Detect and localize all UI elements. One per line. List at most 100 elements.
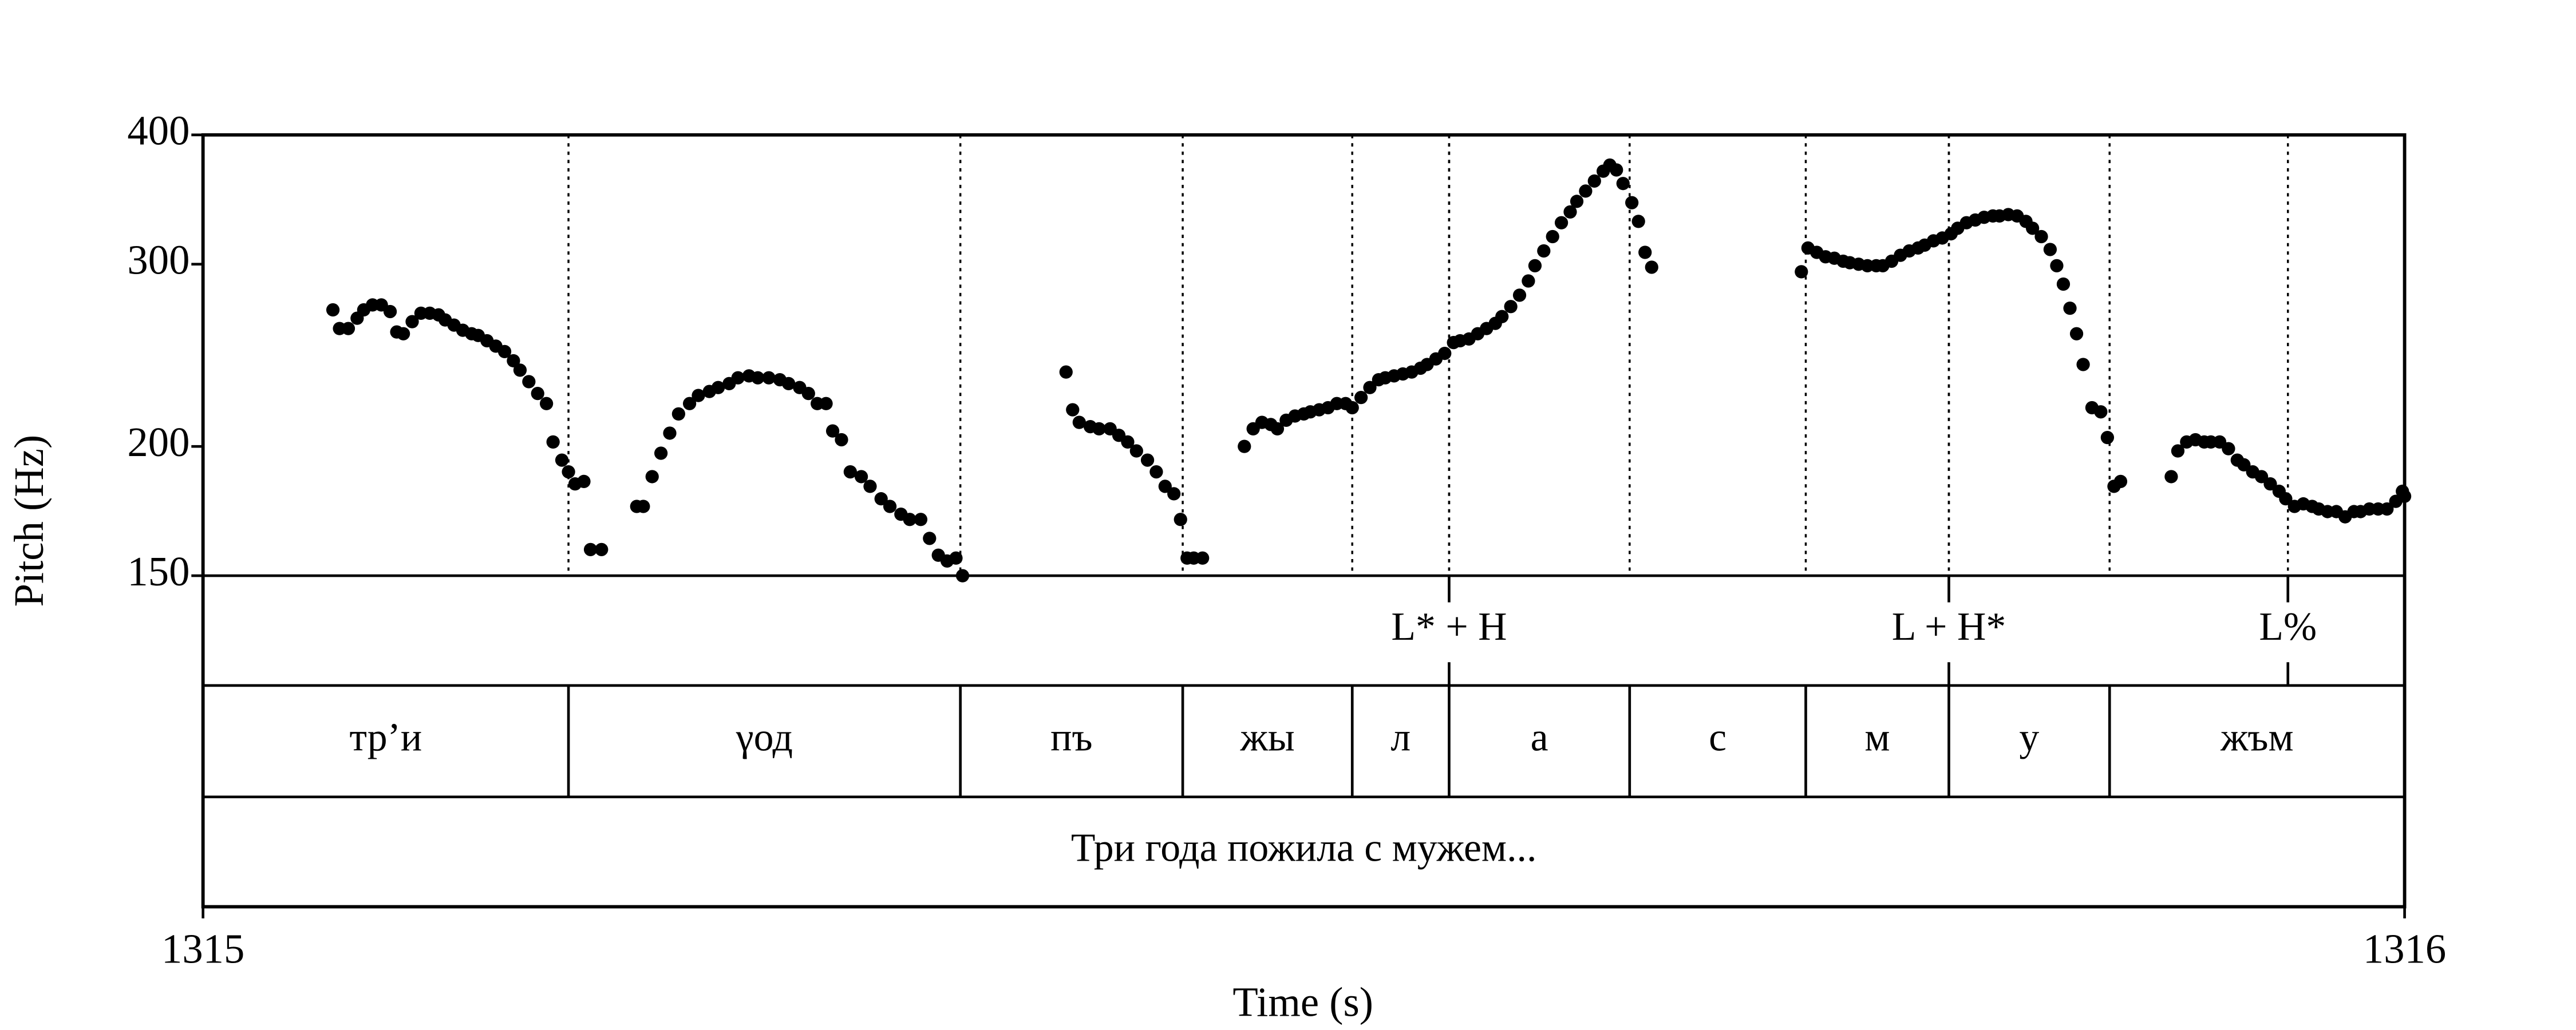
pitch-point xyxy=(949,551,963,565)
pitch-point xyxy=(663,426,677,440)
pitch-point xyxy=(2100,430,2115,445)
y-tick-label: 150 xyxy=(127,548,189,595)
pitch-point xyxy=(2094,405,2108,419)
pitch-point xyxy=(405,315,419,328)
pitch-point xyxy=(2025,221,2040,235)
syllable-label: тр’и xyxy=(349,715,422,759)
pitch-point xyxy=(782,377,796,391)
pitch-point xyxy=(2043,243,2057,256)
pitch-point xyxy=(2380,502,2394,516)
pitch-point xyxy=(1616,177,1630,191)
syllable-label: м xyxy=(1864,715,1890,759)
pitch-point xyxy=(1158,480,1172,493)
pitch-point xyxy=(914,513,928,526)
pitch-point xyxy=(2397,489,2412,503)
y-tick-label: 200 xyxy=(127,419,189,465)
pitch-point xyxy=(1587,174,1601,188)
pitch-point xyxy=(1167,487,1181,501)
pitch-point xyxy=(1512,288,1527,302)
pitch-point xyxy=(762,371,776,385)
pitch-point xyxy=(1149,465,1163,479)
tone-label: L* + H xyxy=(1391,605,1507,649)
tone-label: L% xyxy=(2259,605,2317,649)
pitch-point xyxy=(711,381,725,394)
pitch-point xyxy=(1238,439,1251,453)
pitch-point xyxy=(562,465,575,479)
pitch-point xyxy=(577,474,591,489)
pitch-point xyxy=(507,354,520,368)
pitch-point xyxy=(1625,196,1639,209)
pitch-point xyxy=(835,433,848,447)
sentence-label: Три года пожила с мужем... xyxy=(1071,826,1537,870)
pitch-point xyxy=(751,371,765,385)
pitch-point xyxy=(1537,244,1551,258)
pitch-point xyxy=(1570,195,1584,208)
pitch-point xyxy=(863,480,877,493)
pitch-point xyxy=(2076,358,2090,371)
pitch-point xyxy=(819,397,833,410)
pitch-point xyxy=(2050,259,2064,272)
y-axis-label: Pitch (Hz) xyxy=(6,435,52,607)
pitch-point xyxy=(1174,513,1187,526)
pitch-point xyxy=(2263,477,2277,491)
pitch-point xyxy=(1579,184,1593,198)
pitch-point xyxy=(874,492,888,506)
pitch-point xyxy=(397,327,410,340)
pitch-point xyxy=(2164,470,2178,484)
syllable-label: л xyxy=(1390,715,1411,759)
plot-frame xyxy=(201,133,2407,909)
pitch-point xyxy=(1121,435,1135,449)
syllable-label: у xyxy=(2019,715,2039,759)
pitch-point xyxy=(1610,163,1623,177)
pitch-point xyxy=(1522,274,1535,288)
pitch-point xyxy=(903,513,916,526)
pitch-point xyxy=(2063,302,2077,315)
pitch-point xyxy=(645,470,659,484)
pitch-point xyxy=(2222,442,2235,455)
pitch-point xyxy=(539,397,554,410)
pitch-point xyxy=(341,322,355,335)
syllable-label: а xyxy=(1531,715,1548,759)
x-tick-label: 1315 xyxy=(161,926,244,972)
syllable-label: жъм xyxy=(2220,715,2293,759)
pitch-point xyxy=(1795,265,1808,279)
pitch-point xyxy=(2034,229,2048,244)
syllable-label: жы xyxy=(1240,715,1295,759)
pitch-point xyxy=(1345,401,1359,415)
tone-label: L + H* xyxy=(1892,605,2006,649)
pitch-point xyxy=(513,363,527,377)
pitch-point xyxy=(2171,444,2185,458)
pitch-point xyxy=(883,500,897,513)
pitch-point xyxy=(2069,327,2084,340)
pitch-point xyxy=(1495,310,1509,323)
pitch-point xyxy=(1554,216,1568,229)
pitch-point xyxy=(1638,245,1652,259)
pitch-point xyxy=(1546,229,1559,244)
pitch-point xyxy=(583,542,598,556)
pitch-point xyxy=(1528,259,1542,272)
pitch-point xyxy=(1354,391,1368,405)
pitch-point xyxy=(1092,422,1106,435)
pitch-point xyxy=(1631,215,1645,228)
pitch-point xyxy=(1072,415,1086,429)
pitch-point xyxy=(1504,300,1518,314)
pitch-point xyxy=(546,435,560,449)
pitch-point xyxy=(854,470,868,484)
pitch-point xyxy=(955,569,970,583)
pitch-point xyxy=(2279,492,2293,506)
pitch-point xyxy=(1066,403,1080,417)
pitch-point xyxy=(2113,474,2128,489)
pitch-point xyxy=(1270,422,1285,435)
pitch-point xyxy=(531,387,544,401)
pitch-point xyxy=(731,371,745,385)
x-axis-label: Time (s) xyxy=(1232,979,1373,1025)
pitch-point xyxy=(843,465,857,479)
syllable-label: γод xyxy=(736,715,793,759)
pitch-point xyxy=(1059,365,1073,379)
pitch-point xyxy=(497,344,512,359)
pitch-point xyxy=(923,532,937,545)
pitch-point xyxy=(1196,551,1210,565)
